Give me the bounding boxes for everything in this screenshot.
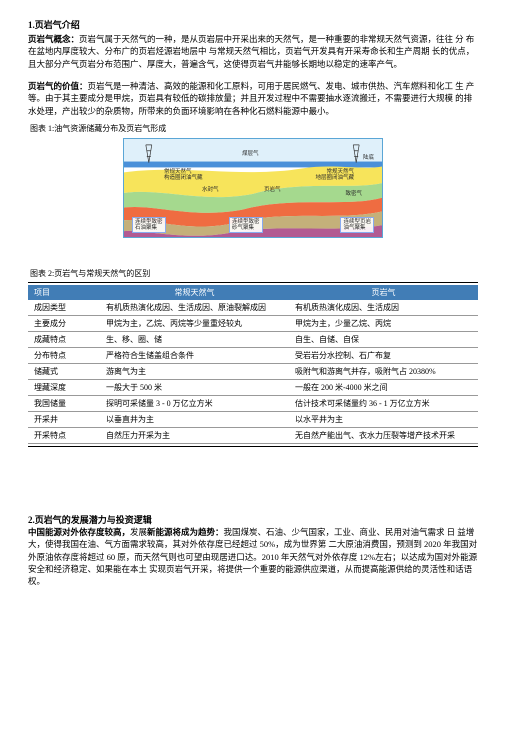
table-body: 成因类型有机质热演化成因、生活成因、原油裂解成因有机质热演化成因、生活成因主要成… xyxy=(28,300,478,444)
table-cell: 我国储量 xyxy=(28,395,100,411)
table-bottom-rule xyxy=(28,446,478,447)
table-row: 成因类型有机质热演化成因、生活成因、原油裂解成因有机质热演化成因、生活成因 xyxy=(28,300,478,316)
table-cell: 无自然产能出气、衣水力压裂等增产技术开采 xyxy=(289,427,478,443)
table-header-row: 项目 常规天然气 页岩气 xyxy=(28,285,478,300)
table-cell: 游离气为主 xyxy=(100,363,289,379)
sec2-plain1: 发展 xyxy=(130,527,147,537)
table-cell: 甲烷为主，乙烷、丙烷等少量重烃较丸 xyxy=(100,315,289,331)
table-cell: 以垂直井为主 xyxy=(100,411,289,427)
para1-lead: 页岩气概念： xyxy=(28,34,79,44)
para1-text: 页岩气属于天然气的一种，是从页岩层中开采出来的天然气，是一种重要的非常规天然气资… xyxy=(28,34,474,69)
table-top-rule xyxy=(28,282,478,283)
bottom-whitespace xyxy=(28,587,478,737)
table-row: 成藏特点生、移、圈、储自生、自储、自保 xyxy=(28,331,478,347)
table-cell: 探明可采储量 3 - 0 万亿立方米 xyxy=(100,395,289,411)
comparison-table: 项目 常规天然气 页岩气 成因类型有机质热演化成因、生活成因、原油裂解成因有机质… xyxy=(28,285,478,444)
section-1-title: 1.页岩气介绍 xyxy=(28,18,478,31)
table-cell: 估计技术可采储量约 36 - 1 万亿立方米 xyxy=(289,395,478,411)
table-cell: 埋藏深度 xyxy=(28,379,100,395)
intro-para-1: 页岩气概念：页岩气属于天然气的一种，是从页岩层中开采出来的天然气，是一种重要的非… xyxy=(28,33,478,70)
table-row: 主要成分甲烷为主，乙烷、丙烷等少量重烃较丸甲烷为主，少量乙烷、丙烷 xyxy=(28,315,478,331)
figure-2-caption: 图表 2:页岩气与常规天然气的区别 xyxy=(30,268,478,279)
section-2: 2.页岩气的发展潜力与投资逻辑 中国能源对外依存度较高，发展新能源将成为趋势：我… xyxy=(28,513,478,588)
table-cell: 自生、自储、自保 xyxy=(289,331,478,347)
table-cell: 以水平井为主 xyxy=(289,411,478,427)
table-row: 储藏式游离气为主吸附气和游离气并存，吸附气占 20380% xyxy=(28,363,478,379)
chart1-label-bot-right: 连续型页岩油气聚集 xyxy=(340,217,374,233)
table-cell: 严格符合生储盖组合条件 xyxy=(100,347,289,363)
table-row: 分布特点严格符合生储盖组合条件受岩岩分水控制、石广布复 xyxy=(28,347,478,363)
table-cell: 成因类型 xyxy=(28,300,100,316)
table-cell: 生、移、圈、储 xyxy=(100,331,289,347)
table-cell: 成藏特点 xyxy=(28,331,100,347)
chart1-label-right-top: 常规天然气地层圈闭油气藏 xyxy=(315,169,354,181)
sec2-bold1: 中国能源对外依存度较高， xyxy=(28,527,130,537)
table-cell: 开采特点 xyxy=(28,427,100,443)
th-1: 常规天然气 xyxy=(100,285,289,300)
sec2-bold2: 新能源将成为趋势： xyxy=(147,527,224,537)
table-row: 埋藏深度一般大于 500 米一般在 200 米-4000 米之间 xyxy=(28,379,478,395)
table-cell: 主要成分 xyxy=(28,315,100,331)
section-2-body: 中国能源对外依存度较高，发展新能源将成为趋势：我国煤炭、石油、少气国家，工业、商… xyxy=(28,526,478,588)
geology-cross-section-diagram: 煤层气 陆底 常规天然气构造圈闭油气藏 常规天然气地层圈闭油气藏 水封气 页岩气… xyxy=(123,138,383,238)
th-0: 项目 xyxy=(28,285,100,300)
table-cell: 有机质热演化成因、生活成因 xyxy=(289,300,478,316)
intro-para-2: 页岩气的价值：页岩气是一种清洁、高效的能源和化工原料，可用于居民燃气、发电、城市… xyxy=(28,80,478,117)
chart1-label-right-mid: 致密气 xyxy=(345,191,362,197)
table-row: 开采井以垂直井为主以水平井为主 xyxy=(28,411,478,427)
table-cell: 分布特点 xyxy=(28,347,100,363)
table-row: 我国储量探明可采储量 3 - 0 万亿立方米估计技术可采储量约 36 - 1 万… xyxy=(28,395,478,411)
para2-text: 页岩气是一种清洁、高效的能源和化工原料，可用于居民燃气、发电、城市供热、汽车燃料… xyxy=(28,81,474,116)
table-cell: 吸附气和游离气并存，吸附气占 20380% xyxy=(289,363,478,379)
table-cell: 甲烷为主，少量乙烷、丙烷 xyxy=(289,315,478,331)
para2-lead: 页岩气的价值： xyxy=(28,81,88,91)
table-cell: 一般在 200 米-4000 米之间 xyxy=(289,379,478,395)
chart1-label-bot-left: 连续型致密石油聚集 xyxy=(132,217,166,233)
table-cell: 开采井 xyxy=(28,411,100,427)
th-2: 页岩气 xyxy=(289,285,478,300)
chart1-label-top-right: 陆底 xyxy=(363,155,374,161)
chart1-label-left-top: 常规天然气构造圈闭油气藏 xyxy=(164,169,203,181)
table-cell: 受岩岩分水控制、石广布复 xyxy=(289,347,478,363)
table-cell: 有机质热演化成因、生活成因、原油裂解成因 xyxy=(100,300,289,316)
table-cell: 储藏式 xyxy=(28,363,100,379)
table-row: 开采特点自然压力开采为主无自然产能出气、衣水力压裂等增产技术开采 xyxy=(28,427,478,443)
table-cell: 自然压力开采为主 xyxy=(100,427,289,443)
figure-1-caption: 图表 1:油气资源储藏分布及页岩气形成 xyxy=(30,123,478,134)
chart1-label-top-mid: 煤层气 xyxy=(242,151,259,157)
section-2-title: 2.页岩气的发展潜力与投资逻辑 xyxy=(28,513,478,526)
chart1-label-mid-left: 水封气 xyxy=(202,187,219,193)
chart1-label-mid-right: 页岩气 xyxy=(264,187,281,193)
chart1-label-bot-mid: 连续型致密砂气聚集 xyxy=(229,217,263,233)
table-cell: 一般大于 500 米 xyxy=(100,379,289,395)
